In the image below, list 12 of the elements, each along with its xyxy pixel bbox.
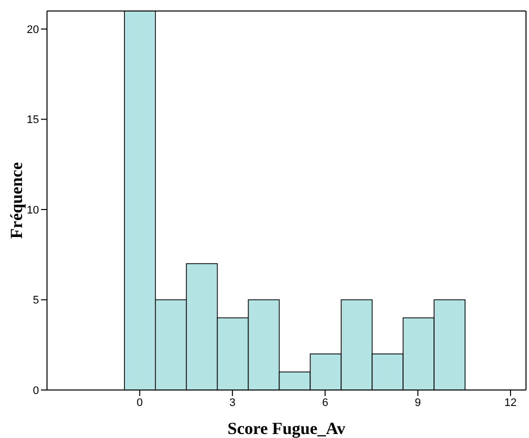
y-tick-label: 0 bbox=[32, 384, 39, 397]
y-tick-label: 10 bbox=[26, 204, 39, 216]
x-tick-label: 0 bbox=[136, 396, 143, 409]
x-tick-label: 3 bbox=[229, 396, 236, 409]
x-tick-label: 9 bbox=[414, 396, 421, 409]
x-axis-title: Score Fugue_Av bbox=[228, 419, 346, 438]
x-tick-label: 12 bbox=[504, 396, 517, 409]
y-tick-label: 15 bbox=[26, 114, 39, 126]
y-axis-title: Fréquence bbox=[7, 162, 26, 239]
y-tick-label: 20 bbox=[26, 24, 39, 36]
x-tick-label: 6 bbox=[322, 396, 328, 409]
y-tick-label: 5 bbox=[32, 294, 39, 307]
